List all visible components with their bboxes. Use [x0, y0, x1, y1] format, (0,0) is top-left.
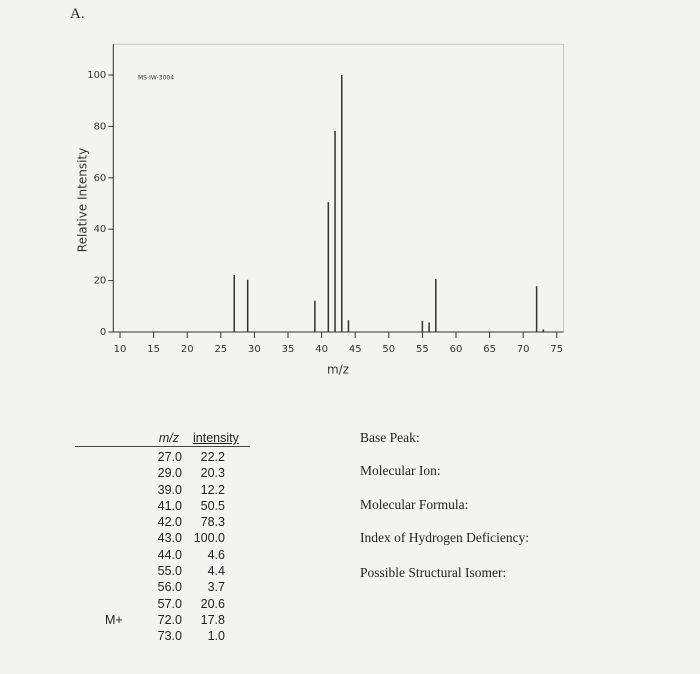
intensity-cell: 78.3: [200, 515, 225, 530]
table-row: 57.0 20.6: [75, 597, 250, 613]
y-tick-label: 0: [100, 327, 106, 338]
x-tick-label: 45: [349, 344, 362, 355]
data-table: m/z intensity 27.0 22.2 29.0 20.3 39.0 12.2 41…: [75, 430, 250, 646]
x-tick-label: 65: [483, 344, 496, 355]
mz-cell: 72.0: [157, 612, 182, 627]
x-tick-label: 60: [450, 344, 463, 355]
mz-cell: 55.0: [157, 564, 182, 579]
intensity-cell: 100.0: [193, 531, 225, 546]
question: Molecular Ion:: [360, 463, 441, 478]
peak: [435, 279, 437, 332]
x-tick-label: 25: [214, 344, 227, 355]
mz-cell: 27.0: [157, 450, 182, 464]
table-row: 27.0 22.2: [75, 450, 250, 466]
intensity-cell: 1.0: [207, 629, 225, 644]
y-tick-label: 40: [94, 224, 107, 235]
peak: [347, 320, 350, 332]
table-row: 44.0 4.6: [75, 548, 250, 564]
mz-cell: 57.0: [157, 596, 182, 611]
intensity-cell: 17.8: [200, 612, 225, 627]
mz-cell: 41.0: [157, 498, 182, 513]
x-tick-label: 40: [315, 344, 328, 355]
peak: [428, 322, 430, 332]
table-row: 55.0 4.4: [75, 564, 250, 580]
y-tick-label: 60: [94, 173, 107, 184]
mz-cell: 56.0: [157, 580, 182, 595]
intensity-cell: 50.5: [200, 498, 225, 513]
intensity-cell: 4.6: [207, 547, 225, 562]
x-tick-label: 10: [114, 344, 127, 355]
x-tick-label: 15: [147, 344, 160, 355]
x-axis-label: m/z: [327, 363, 349, 377]
heading: A.: [70, 6, 85, 22]
intensity-cell: 12.2: [200, 482, 225, 497]
table-row: 29.0 20.3: [75, 466, 250, 482]
mz-cell: 39.0: [157, 482, 182, 497]
y-tick-label: 80: [94, 121, 107, 132]
peak: [327, 202, 330, 332]
table-row: 43.0 100.0: [75, 531, 250, 547]
mz-cell: 42.0: [157, 515, 182, 530]
chart-title: MS-IW-3004: [138, 75, 174, 82]
table-row: 41.0 50.5: [75, 499, 250, 515]
peak: [542, 329, 545, 332]
question: Molecular Formula:: [360, 497, 469, 512]
peak: [421, 320, 424, 332]
header-cell: intensity: [193, 431, 239, 445]
mz-cell: 73.0: [157, 629, 182, 644]
intensity-cell: 22.2: [200, 450, 225, 464]
y-axis-label: Relative Intensity: [76, 148, 90, 252]
x-tick-label: 35: [282, 344, 295, 355]
intensity-cell: 4.4: [207, 564, 225, 579]
y-tick-label: 20: [94, 276, 107, 287]
mz-cell: 29.0: [157, 466, 182, 481]
mz-cell: 44.0: [157, 547, 182, 562]
intensity-cell: 20.3: [200, 466, 225, 481]
table-row: 56.0 3.7: [75, 580, 250, 596]
x-tick-label: 30: [248, 344, 261, 355]
plot-frame: [112, 43, 564, 333]
header-cell: m/z: [158, 431, 179, 445]
x-tick-label: 20: [181, 344, 194, 355]
table-row: 42.0 78.3: [75, 515, 250, 531]
x-tick-label: 75: [550, 344, 563, 355]
x-tick-label: 50: [382, 344, 395, 355]
table-row: M+ 72.0 17.8: [75, 613, 250, 629]
peak: [334, 130, 336, 332]
table-header: m/z intensity: [75, 430, 250, 447]
y-tick-label: 100: [87, 70, 106, 81]
x-tick-label: 70: [517, 344, 530, 355]
question: Index of Hydrogen Deficiency:: [360, 530, 530, 545]
peak: [246, 279, 249, 332]
intensity-cell: 20.6: [200, 596, 225, 611]
chart: MS-IW-3004 m/z Relative Intensity 0 20 40 6…: [76, 43, 564, 377]
peak: [341, 75, 343, 333]
table-row: 73.0 1.0: [75, 629, 250, 645]
table-row: 39.0 12.2: [75, 483, 250, 499]
peak: [314, 300, 316, 332]
peak: [233, 274, 235, 332]
question: Base Peak:: [360, 430, 420, 445]
question: Possible Structural Isomer:: [360, 565, 507, 580]
intensity-cell: 3.7: [207, 580, 225, 595]
row-note: M+: [105, 612, 123, 627]
x-tick-label: 55: [416, 344, 429, 355]
peak: [535, 286, 538, 332]
mz-cell: 43.0: [157, 531, 182, 546]
